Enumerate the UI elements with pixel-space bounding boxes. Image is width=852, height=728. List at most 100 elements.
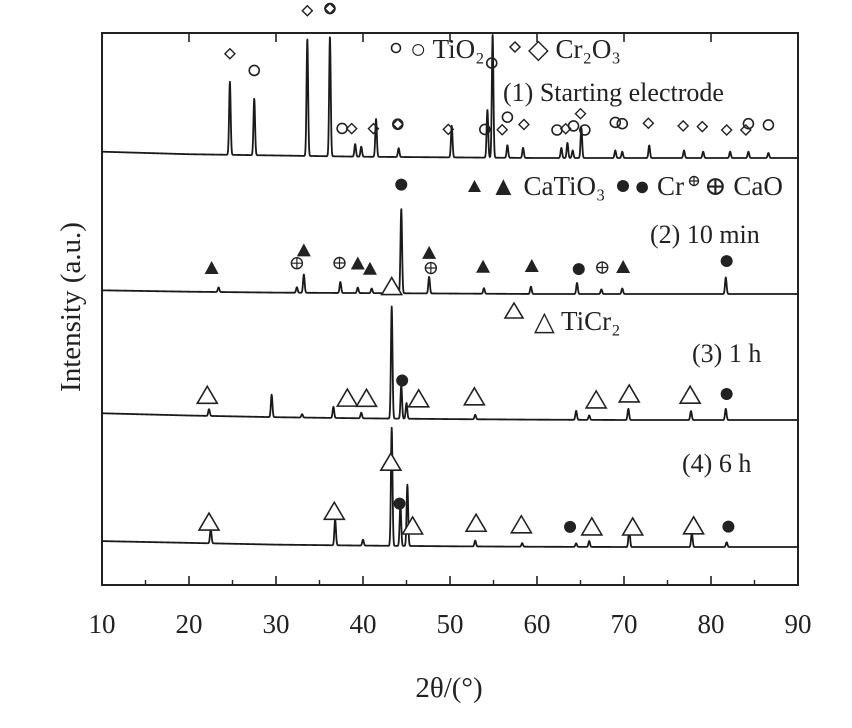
ticr2-open-triangle-icon — [503, 301, 525, 319]
marker-cr2o3-6 — [345, 122, 358, 135]
marker-catio3-39 — [476, 259, 491, 273]
marker-cr2o3-27 — [739, 123, 752, 136]
marker-cr-36 — [395, 178, 408, 191]
series-2-label: (2) 10 min — [650, 220, 760, 249]
y-axis-title: Intensity (a.u.) — [55, 222, 87, 392]
marker-ticr2-64 — [580, 516, 604, 536]
marker-ticr2-66 — [682, 515, 705, 535]
marker-cr-67 — [722, 520, 735, 533]
marker-cr2o3-10 — [442, 123, 455, 136]
marker-ticr2-57 — [322, 500, 346, 521]
marker-tio2-11 — [478, 123, 491, 136]
marker-tio2-5 — [336, 122, 348, 135]
x-tick-label-30: 30 — [263, 609, 290, 639]
marker-tio2-16 — [551, 124, 563, 136]
marker-tio2-28 — [742, 117, 755, 130]
cr2o3-open-diamond-icon — [508, 40, 522, 54]
marker-cr2o3-2 — [301, 4, 314, 17]
marker-tio2-8 — [391, 118, 404, 131]
trace-series-3 — [101, 305, 799, 421]
marker-tio2-21 — [609, 116, 622, 129]
marker-cao-33 — [333, 256, 346, 270]
marker-catio3-40 — [524, 259, 539, 273]
x-tick-label-40: 40 — [350, 609, 377, 639]
marker-ticr2-58 — [379, 451, 403, 471]
marker-ticr2-56 — [197, 511, 221, 531]
marker-tio2-22 — [616, 117, 629, 130]
marker-cr2o3-15 — [517, 118, 530, 131]
marker-ticr2-61 — [464, 512, 488, 533]
x-tick-label-70: 70 — [611, 609, 638, 639]
marker-tio2-18 — [567, 120, 580, 132]
marker-cao-32-cross — [291, 257, 303, 269]
marker-ticr2-54 — [678, 384, 702, 404]
trace-series-2 — [101, 208, 799, 295]
marker-cr2o3-24 — [677, 119, 690, 132]
marker-catio3-30 — [204, 260, 219, 274]
legend-tio2: ○ TiO₂ — [390, 34, 485, 64]
marker-ticr2-60 — [401, 515, 424, 535]
marker-cr2o3-9 — [391, 118, 404, 131]
marker-cr2o3-0 — [223, 47, 236, 60]
x-tick-label-20: 20 — [176, 609, 203, 639]
x-tick-label-10: 10 — [89, 609, 116, 639]
x-axis: 10 20 30 40 50 60 70 80 90 — [89, 33, 812, 639]
marker-tio2-12 — [485, 57, 498, 69]
marker-tio2-1 — [248, 64, 261, 77]
marker-catio3-38 — [422, 245, 437, 259]
legend-catio3: ▲ CaTiO₃ — [468, 171, 605, 201]
legend-cao-label: ⊕ CaO — [704, 171, 783, 201]
marker-cr-49 — [396, 374, 409, 387]
legend-ticr2-label: △ TiCr₂ — [534, 306, 620, 336]
marker-ticr2-45 — [195, 384, 219, 405]
x-tick-label-80: 80 — [698, 609, 725, 639]
legend-cr: ● Cr — [617, 171, 684, 201]
marker-ticr2-48 — [380, 276, 404, 296]
legend-ticr2: △ TiCr₂ — [503, 301, 620, 336]
legend-tio2-label: ○ TiO₂ — [410, 34, 485, 64]
x-tick-label-90: 90 — [785, 609, 812, 639]
marker-ticr2-50 — [407, 388, 431, 408]
marker-cr2o3-26 — [720, 124, 733, 136]
marker-tio2-29 — [762, 119, 775, 131]
series-1-label: (1) Starting electrode — [503, 78, 724, 107]
legend-cao: ⊕ CaO — [688, 171, 783, 201]
traces — [101, 34, 799, 548]
catio3-filled-triangle-icon — [468, 180, 481, 192]
marker-cao-37 — [424, 261, 438, 275]
marker-cr2o3-7 — [367, 122, 380, 135]
marker-tio2-14 — [501, 111, 514, 123]
marker-catio3-43 — [616, 260, 631, 274]
marker-ticr2-53 — [617, 383, 641, 403]
trace-series-4 — [101, 426, 799, 548]
marker-cr-59 — [393, 497, 406, 510]
marker-tio2-4 — [324, 2, 336, 15]
marker-cao-42-cross — [596, 262, 608, 274]
series-3-label: (3) 1 h — [692, 339, 761, 368]
legend-cr2o3: ◇ Cr₂O₃ — [508, 34, 621, 64]
marker-cao-32 — [290, 257, 304, 270]
marker-catio3-35 — [362, 261, 377, 275]
marker-catio3-31 — [296, 243, 311, 257]
marker-cr-55 — [720, 387, 733, 400]
series-4-label: (4) 6 h — [682, 449, 751, 478]
tio2-open-circle-icon — [390, 42, 402, 54]
marker-cr2o3-23 — [642, 117, 655, 130]
marker-cr-44 — [720, 255, 733, 268]
marker-ticr2-51 — [462, 386, 486, 406]
marker-ticr2-52 — [584, 389, 608, 409]
legend-cr-label: ● Cr — [634, 171, 684, 201]
x-tick-label-50: 50 — [437, 609, 464, 639]
marker-cr2o3-13 — [496, 123, 509, 136]
marker-ticr2-62 — [509, 514, 533, 534]
plot-frame — [101, 32, 799, 586]
marker-cr2o3-25 — [696, 120, 709, 133]
marker-ticr2-46 — [335, 387, 359, 407]
marker-cr-41 — [572, 263, 585, 276]
cr-filled-circle-icon — [617, 180, 629, 192]
x-tick-label-60: 60 — [524, 609, 551, 639]
marker-catio3-34 — [350, 256, 365, 270]
phase-markers — [195, 2, 775, 536]
marker-cao-42 — [596, 261, 609, 274]
